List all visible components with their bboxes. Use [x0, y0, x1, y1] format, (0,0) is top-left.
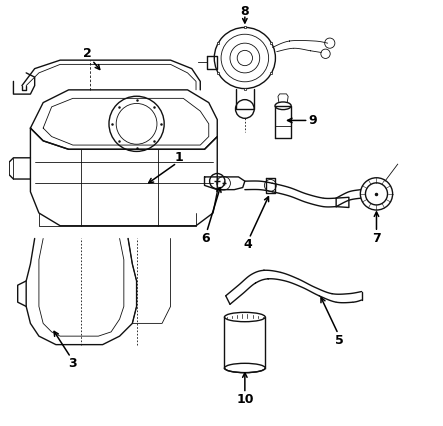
Text: 7: 7: [372, 232, 381, 245]
Text: 9: 9: [308, 114, 317, 127]
Text: 2: 2: [83, 47, 92, 60]
Text: 5: 5: [335, 334, 344, 347]
Text: 6: 6: [201, 232, 210, 245]
Text: 10: 10: [236, 393, 253, 406]
Text: 8: 8: [241, 5, 249, 18]
Text: 1: 1: [175, 151, 183, 164]
Text: 4: 4: [244, 238, 252, 251]
Text: 3: 3: [68, 357, 76, 370]
